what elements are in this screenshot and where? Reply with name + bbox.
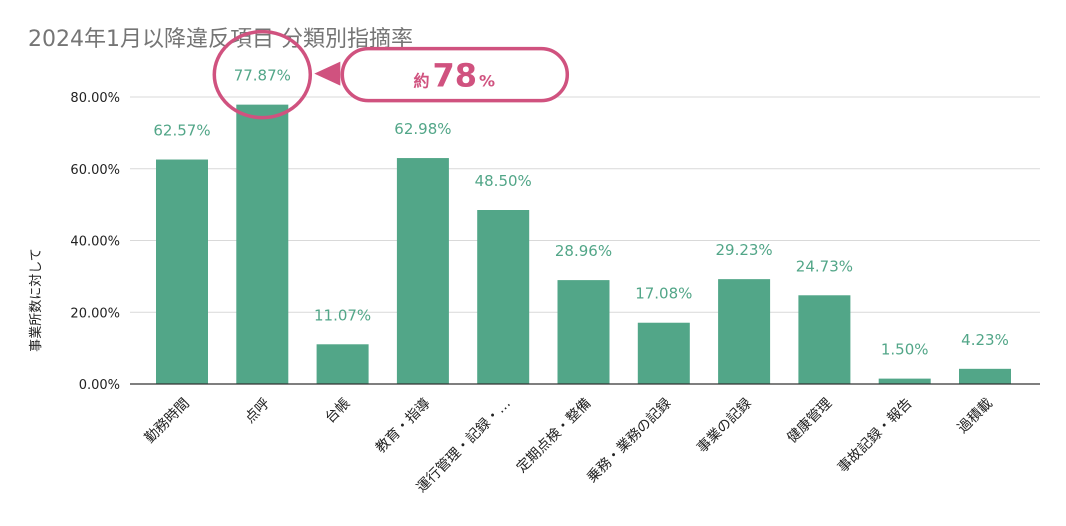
y-axis-ticks: 0.00% 20.00% 40.00% 60.00% 80.00%	[70, 91, 120, 393]
data-label: 77.87%	[234, 67, 291, 85]
x-tick-label: 台帳	[322, 396, 353, 427]
y-tick-label: 60.00%	[70, 163, 120, 178]
data-label: 62.98%	[394, 120, 451, 138]
bar	[477, 210, 530, 384]
x-tick-label: 事業の記録	[693, 395, 755, 457]
data-label: 48.50%	[475, 172, 532, 190]
x-tick-label: 勤務時間	[142, 396, 193, 447]
data-label: 11.07%	[314, 306, 371, 324]
chart-title: 2024年1月以降違反項目 分類別指摘率	[28, 27, 413, 52]
x-tick-label: 点呼	[242, 396, 273, 427]
x-tick-label: 健康管理	[784, 395, 836, 447]
x-tick-label: 事故記録・報告	[834, 395, 915, 476]
y-tick-label: 0.00%	[79, 378, 120, 393]
y-axis-label: 事業所数に対して	[28, 248, 44, 352]
highlight-circle	[212, 29, 313, 120]
bars	[156, 104, 1011, 385]
bar	[316, 344, 369, 384]
y-tick-label: 20.00%	[70, 306, 120, 321]
bar	[557, 280, 610, 384]
bar	[236, 104, 289, 385]
data-label: 62.57%	[153, 122, 210, 140]
data-label: 4.23%	[961, 331, 1009, 349]
data-label: 17.08%	[635, 285, 692, 303]
x-tick-label: 教育・指導	[373, 396, 434, 457]
bar	[156, 159, 208, 384]
bar	[396, 158, 449, 384]
y-tick-label: 40.00%	[70, 235, 120, 250]
data-label: 29.23%	[715, 241, 772, 259]
bar	[878, 378, 931, 384]
x-tick-label: 乗務・業務の記録	[583, 395, 674, 486]
y-tick-label: 80.00%	[70, 91, 120, 106]
callout-pointer	[314, 61, 341, 86]
callout-annotation: 約78%	[212, 29, 570, 120]
callout-bubble	[340, 46, 570, 103]
data-label: 24.73%	[796, 257, 853, 275]
bar	[637, 322, 690, 384]
x-tick-label: 過積載	[955, 396, 996, 437]
bar	[718, 279, 771, 384]
bar	[959, 368, 1011, 384]
data-labels: 62.57% 77.87% 11.07% 62.98% 48.50% 28.96% 17.0…	[153, 67, 1008, 359]
data-label: 28.96%	[555, 242, 612, 260]
callout-text: 約78%	[414, 57, 496, 95]
data-label: 1.50%	[881, 341, 929, 359]
x-tick-label: 定期点検・整備	[514, 396, 595, 477]
bar	[798, 295, 851, 384]
